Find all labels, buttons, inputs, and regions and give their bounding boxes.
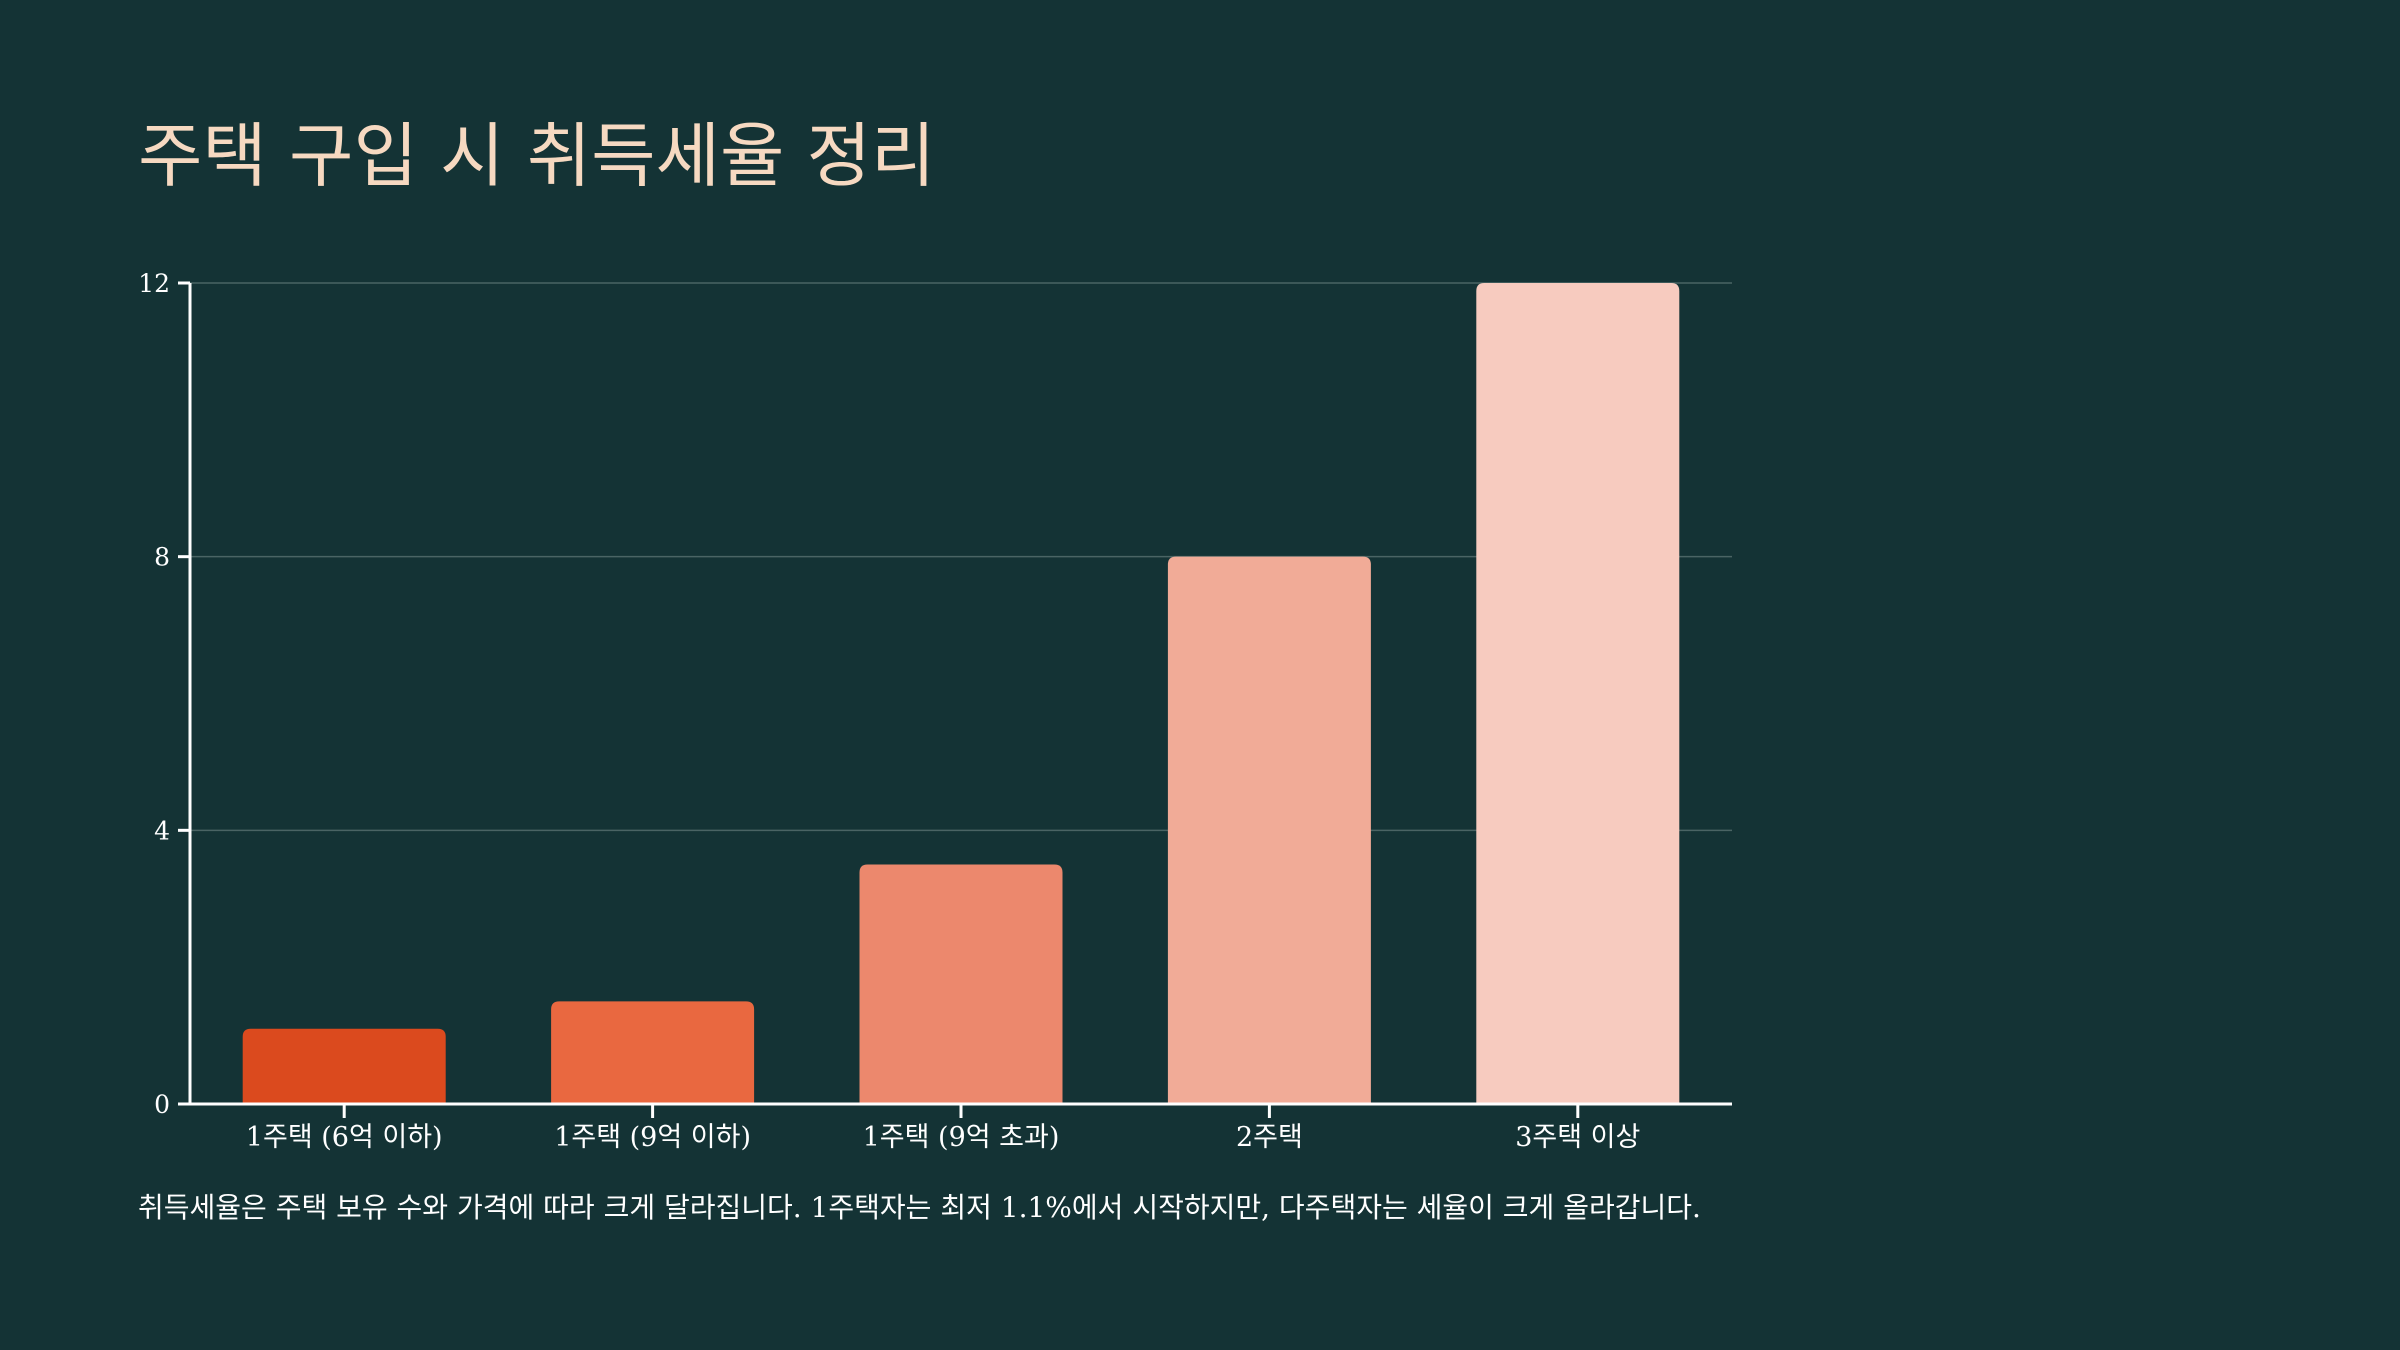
axes: [178, 281, 1732, 1118]
chart-caption: 취득세율은 주택 보유 수와 가격에 따라 크게 달라집니다. 1주택자는 최저…: [138, 1191, 1701, 1224]
x-tick-label: 1주택 (9억 초과): [863, 1122, 1060, 1153]
x-tick-label: 1주택 (9억 이하): [554, 1122, 751, 1153]
y-tick-label: 8: [154, 543, 170, 572]
bar-3: [859, 864, 1063, 1104]
x-tick-label: 2주택: [1236, 1122, 1303, 1153]
bar-1: [242, 1028, 446, 1104]
bar-5: [1476, 283, 1680, 1104]
y-tick-label: 0: [154, 1090, 170, 1119]
x-tick-label: 3주택 이상: [1515, 1122, 1640, 1153]
labels: 0 4 8 12 1주택 (6억 이하) 1주택 (9억 이하) 1주택 (9억 초과) 2주…: [138, 269, 1640, 1153]
bar-2: [551, 1001, 755, 1104]
x-tick-label: 1주택 (6억 이하): [246, 1122, 443, 1153]
y-tick-label: 4: [154, 816, 170, 845]
gridlines: [190, 282, 1732, 832]
y-tick-label: 12: [138, 269, 170, 298]
page-title: 주택 구입 시 취득세율 정리: [138, 115, 936, 197]
bars: [242, 283, 1680, 1104]
bar-4: [1167, 556, 1371, 1104]
